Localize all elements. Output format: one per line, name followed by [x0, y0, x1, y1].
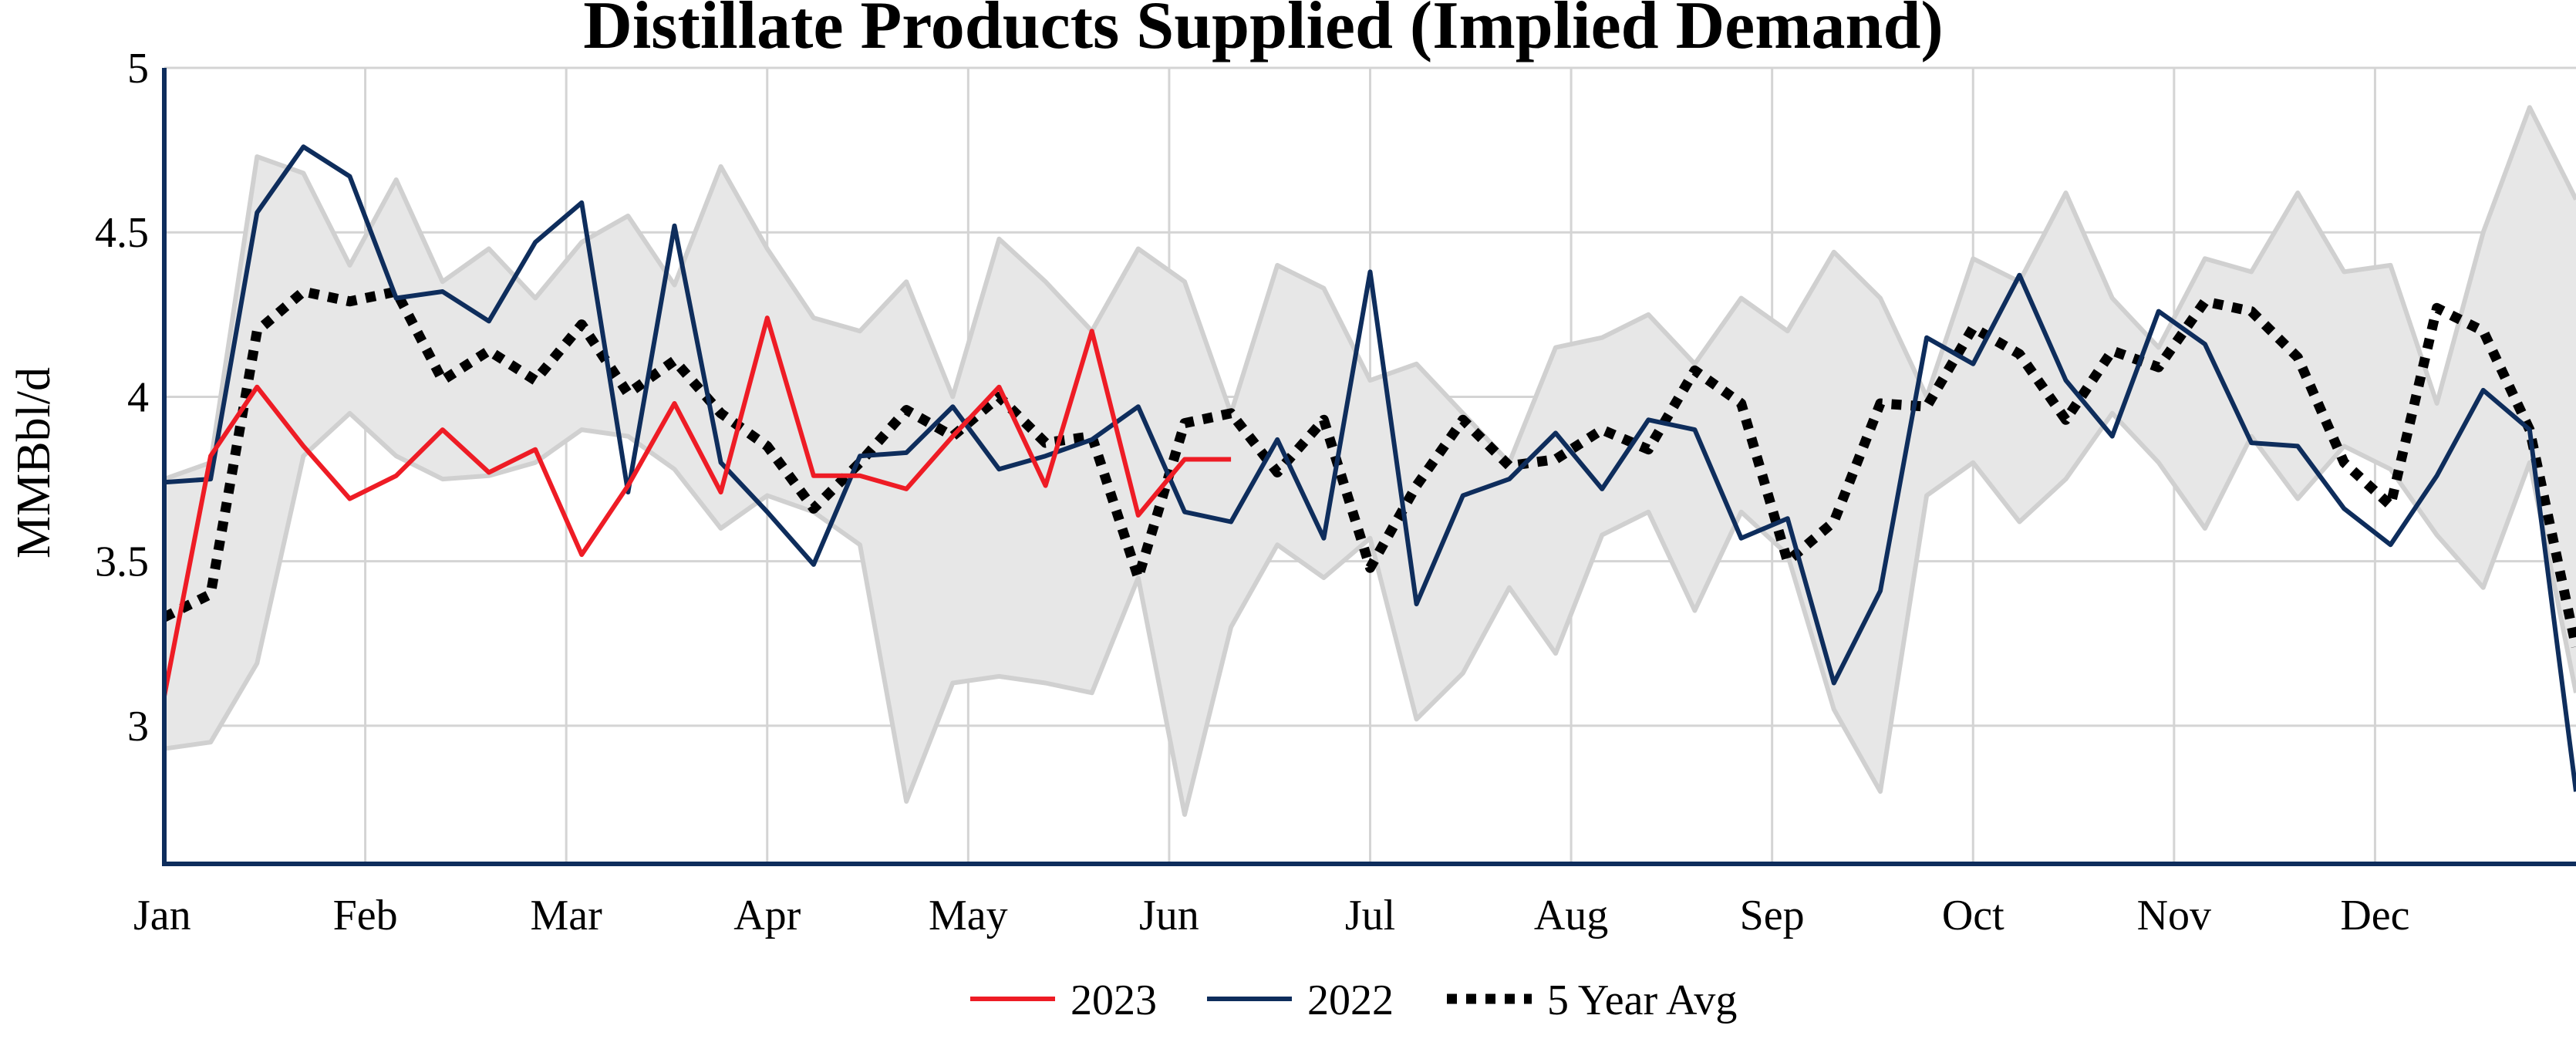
x-tick-labels: Jan Feb Mar Apr May Jun Jul Aug Sep Oct Nov Dec [133, 892, 2409, 939]
x-tick-label: Mar [531, 892, 603, 939]
y-axis-label: MMBbl/d [8, 367, 60, 558]
range-band-upper [163, 105, 2576, 481]
x-tick-label: Jan [133, 892, 191, 939]
x-tick-label: Aug [1534, 892, 1608, 939]
x-tick-label: Feb [333, 892, 398, 939]
x-tick-label: Jul [1345, 892, 1395, 939]
legend: 2023 2022 5 Year Avg [970, 976, 1737, 1024]
series-line-2022 [164, 144, 2576, 792]
x-tick-label: Sep [1740, 892, 1805, 939]
x-tick-label: Oct [1942, 892, 2004, 939]
legend-label-2022: 2022 [1307, 976, 1394, 1024]
axes [162, 68, 2576, 866]
x-tick-label: Nov [2137, 892, 2211, 939]
y-tick-label: 4.5 [95, 209, 149, 257]
x-tick-label: Jun [1139, 892, 1199, 939]
legend-label-5-year-avg: 5 Year Avg [1547, 976, 1737, 1024]
range-band-fill [164, 107, 2576, 815]
series-line-5-year-avg [162, 286, 2576, 648]
x-tick-label: Apr [733, 892, 801, 939]
x-tick-label: Dec [2340, 892, 2409, 939]
y-tick-label: 4 [127, 373, 149, 421]
x-tick-label: May [929, 892, 1008, 939]
series-line-2023 [162, 315, 1232, 697]
y-tick-label: 3.5 [95, 538, 149, 586]
y-tick-labels: 3 3.5 4 4.5 5 [95, 45, 149, 750]
range-band [163, 105, 2576, 817]
y-tick-label: 3 [127, 703, 149, 750]
range-band-lower [164, 410, 2576, 817]
series-lines [162, 144, 2576, 792]
chart-title: Distillate Products Supplied (Implied De… [583, 0, 1943, 63]
legend-label-2023: 2023 [1071, 976, 1157, 1024]
y-tick-label: 5 [127, 45, 149, 93]
